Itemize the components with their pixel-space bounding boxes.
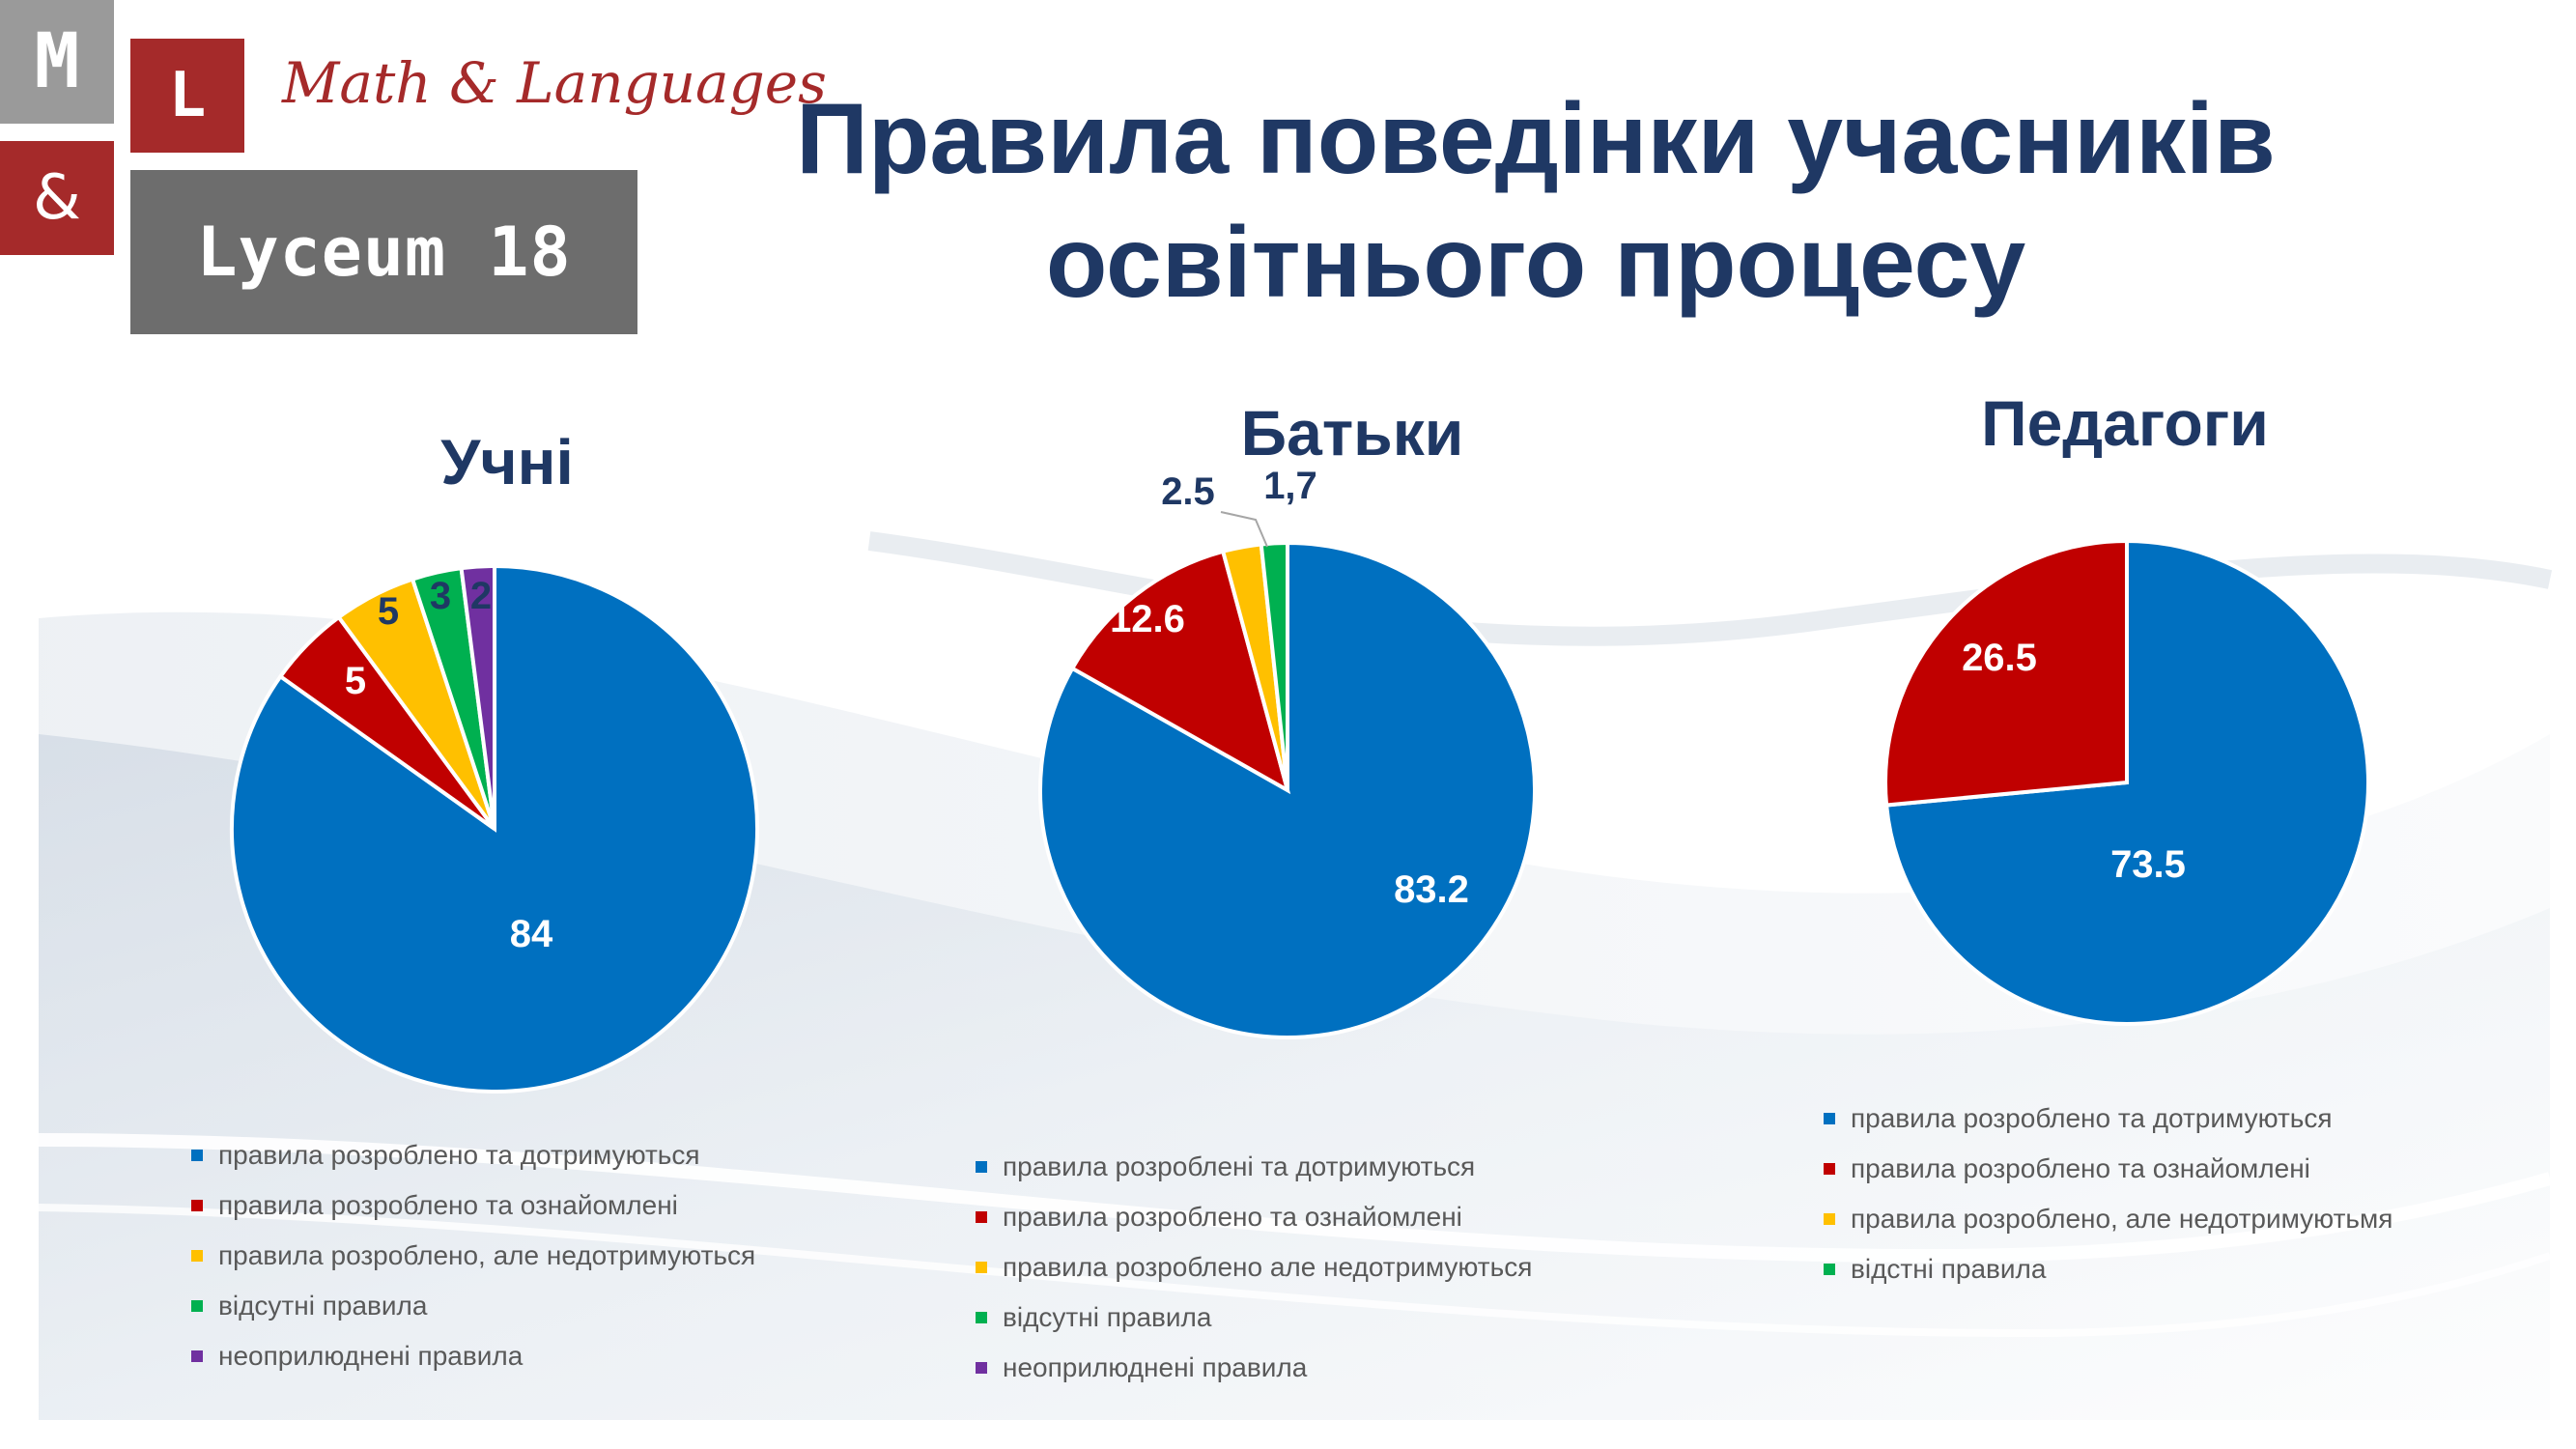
logo-lyceum-label: Lyceum 18 [130, 170, 637, 334]
legend-label: правила розроблено та ознайомлені [1003, 1202, 1462, 1232]
legend-item-students-2: правила розроблено, але недотримуються [191, 1231, 755, 1281]
chart-title-students: Учні [440, 426, 574, 497]
legend-label: правила розроблено, але недотримуютьмя [1851, 1204, 2393, 1234]
legend-label: правила розроблено та ознайомлені [218, 1190, 678, 1220]
legend-item-teachers-1: правила розроблено та ознайомлені [1824, 1144, 2392, 1194]
page-title: Правила поведінки учасників освітнього п… [796, 83, 2276, 319]
legend-swatch [1824, 1113, 1835, 1124]
logo-letter-l: L [130, 39, 244, 153]
legend-swatch [976, 1161, 987, 1173]
logo-ampersand: & [0, 141, 114, 255]
legend-item-students-4: неоприлюднені правила [191, 1331, 755, 1381]
legend-swatch [191, 1300, 203, 1312]
legend-swatch [191, 1150, 203, 1161]
legend-item-teachers-2: правила розроблено, але недотримуютьмя [1824, 1194, 2392, 1244]
legend-swatch [191, 1200, 203, 1211]
legend-swatch [976, 1211, 987, 1223]
legend-label: відстні правила [1851, 1254, 2047, 1284]
legend-label: правила розроблено, але недотримуються [218, 1240, 756, 1270]
legend-label: відсутні правила [1003, 1302, 1212, 1332]
legend-item-parents-1: правила розроблено та ознайомлені [976, 1192, 1532, 1242]
legend-swatch [1824, 1213, 1835, 1225]
legend-label: правила розроблено та ознайомлені [1851, 1153, 2310, 1183]
legend-swatch [976, 1362, 987, 1374]
legend-label: правила розроблено та дотримуються [1851, 1103, 2333, 1133]
legend-swatch [191, 1350, 203, 1362]
legend-swatch [1824, 1163, 1835, 1175]
legend-parents: правила розроблені та дотримуються правил… [976, 1142, 1532, 1393]
logo-letter-m: M [0, 0, 114, 124]
legend-item-teachers-3: відстні правила [1824, 1244, 2392, 1294]
legend-teachers: правила розроблено та дотримуються правил… [1824, 1094, 2392, 1294]
legend-item-parents-3: відсутні правила [976, 1293, 1532, 1343]
legend-item-students-1: правила розроблено та ознайомлені [191, 1180, 755, 1231]
legend-item-students-3: відсутні правила [191, 1281, 755, 1331]
legend-item-parents-4: неоприлюднені правила [976, 1343, 1532, 1393]
legend-swatch [191, 1250, 203, 1262]
legend-label: неоприлюднені правила [1003, 1352, 1308, 1382]
legend-item-parents-2: правила розроблено але недотримуються [976, 1242, 1532, 1293]
legend-swatch [976, 1262, 987, 1273]
legend-label: відсутні правила [218, 1291, 428, 1321]
chart-title-parents: Батьки [1240, 397, 1464, 469]
legend-item-students-0: правила розроблено та дотримуються [191, 1130, 755, 1180]
legend-item-teachers-0: правила розроблено та дотримуються [1824, 1094, 2392, 1144]
legend-swatch [1824, 1264, 1835, 1275]
legend-students: правила розроблено та дотримуються правил… [191, 1130, 755, 1381]
legend-swatch [976, 1312, 987, 1323]
legend-label: правила розроблено та дотримуються [218, 1140, 700, 1170]
legend-item-parents-0: правила розроблені та дотримуються [976, 1142, 1532, 1192]
legend-label: неоприлюднені правила [218, 1341, 524, 1371]
legend-label: правила розроблені та дотримуються [1003, 1151, 1476, 1181]
legend-label: правила розроблено але недотримуються [1003, 1252, 1533, 1282]
logo-script-text: Math & Languages [282, 50, 827, 116]
chart-title-teachers: Педагоги [1981, 387, 2269, 459]
